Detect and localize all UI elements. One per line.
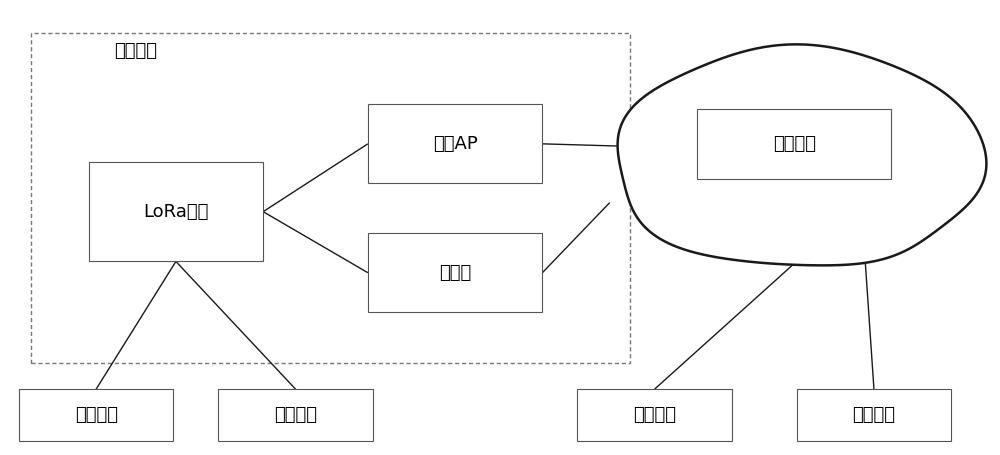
Text: 用户终端: 用户终端 bbox=[633, 406, 676, 424]
Text: 无线AP: 无线AP bbox=[433, 135, 478, 153]
Bar bbox=[797, 389, 951, 441]
Bar bbox=[89, 162, 263, 262]
Text: 监测终端: 监测终端 bbox=[75, 406, 118, 424]
Bar bbox=[697, 109, 891, 179]
Bar bbox=[218, 389, 373, 441]
Polygon shape bbox=[618, 45, 986, 265]
Text: 监测终端: 监测终端 bbox=[274, 406, 317, 424]
Text: 路由器: 路由器 bbox=[439, 264, 471, 282]
Bar bbox=[368, 233, 542, 312]
Text: 通信组件: 通信组件 bbox=[115, 42, 158, 60]
Bar bbox=[31, 33, 630, 363]
Bar bbox=[577, 389, 732, 441]
Bar bbox=[19, 389, 173, 441]
Text: 用户终端: 用户终端 bbox=[852, 406, 895, 424]
Text: LoRa网关: LoRa网关 bbox=[143, 202, 209, 221]
Bar bbox=[368, 104, 542, 183]
Text: 云服务器: 云服务器 bbox=[773, 135, 816, 153]
